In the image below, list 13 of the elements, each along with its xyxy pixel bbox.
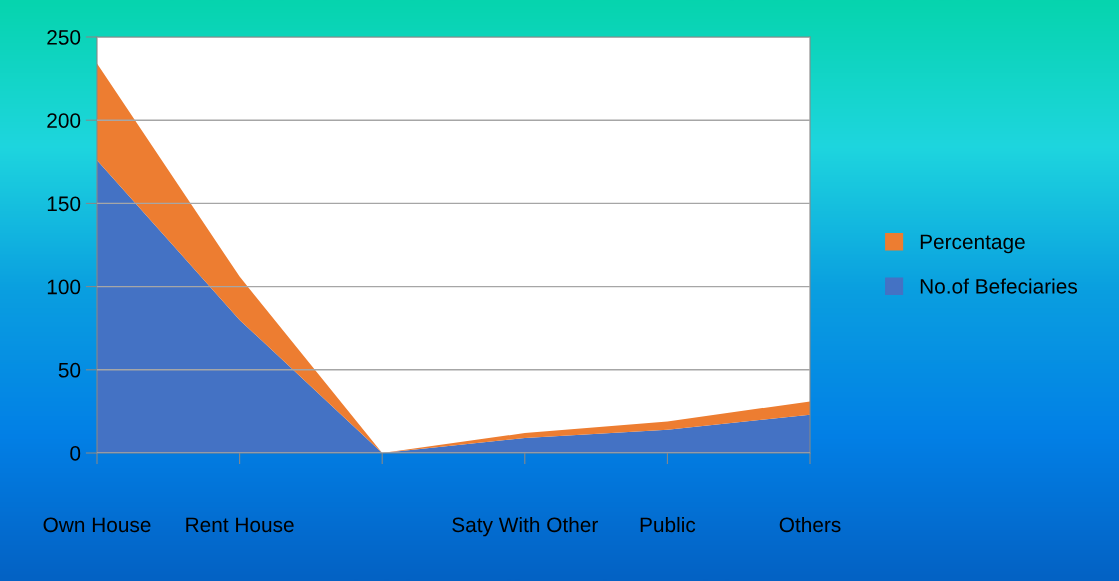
legend-label: No.of Befeciaries: [920, 278, 1078, 294]
y-tick-label: 0: [70, 446, 81, 461]
y-tick-label: 150: [47, 196, 81, 212]
y-tick-label: 200: [47, 113, 81, 128]
x-tick-label: Rent House: [186, 517, 294, 533]
legend-label: Percentage: [920, 234, 1025, 254]
y-tick-label: 50: [58, 362, 81, 378]
x-tick-label: Others: [779, 516, 841, 533]
y-tick-label: 250: [47, 30, 81, 45]
y-tick-label: 100: [47, 279, 81, 295]
x-tick-label: Saty With Other: [452, 516, 598, 537]
x-tick-label: Public: [640, 516, 696, 533]
x-tick-label: Own House: [43, 517, 151, 533]
